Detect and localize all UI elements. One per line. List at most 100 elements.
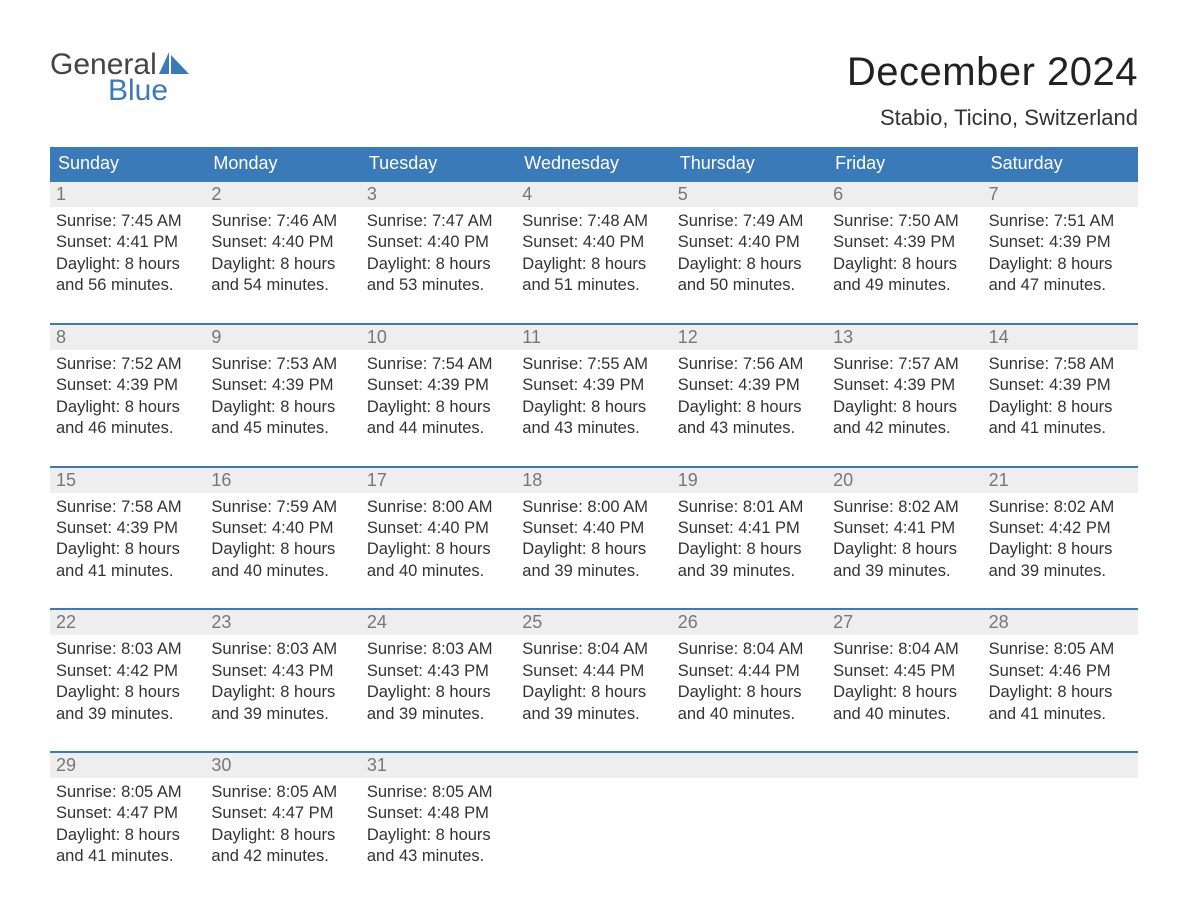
daylight-line: Daylight: 8 hours and 56 minutes. (56, 254, 199, 297)
sunset-label: Sunset: (56, 662, 112, 680)
sunset-value: 4:48 PM (427, 804, 488, 822)
sunset-line: Sunset: 4:39 PM (367, 375, 510, 396)
daylight-line: Daylight: 8 hours and 41 minutes. (56, 825, 199, 868)
sunrise-value: 7:59 AM (277, 498, 338, 516)
daylight-line: Daylight: 8 hours and 39 minutes. (678, 539, 821, 582)
sunrise-value: 8:05 AM (432, 783, 493, 801)
sunrise-value: 7:48 AM (587, 212, 648, 230)
day-cell: Sunrise: 7:48 AMSunset: 4:40 PMDaylight:… (516, 207, 671, 305)
sunrise-line: Sunrise: 7:56 AM (678, 354, 821, 375)
sunset-label: Sunset: (678, 662, 734, 680)
sunset-value: 4:47 PM (272, 804, 333, 822)
sunset-line: Sunset: 4:40 PM (367, 232, 510, 253)
sunset-label: Sunset: (833, 233, 889, 251)
sunrise-value: 7:53 AM (277, 355, 338, 373)
sunset-label: Sunset: (367, 233, 423, 251)
daylight-line: Daylight: 8 hours and 42 minutes. (211, 825, 354, 868)
sunset-label: Sunset: (56, 519, 112, 537)
sunrise-line: Sunrise: 7:49 AM (678, 211, 821, 232)
sunset-label: Sunset: (989, 376, 1045, 394)
daylight-line: Daylight: 8 hours and 42 minutes. (833, 397, 976, 440)
sunrise-value: 8:04 AM (898, 640, 959, 658)
daynum-row: 1234567 (50, 182, 1138, 207)
sunrise-value: 7:56 AM (743, 355, 804, 373)
title-block: December 2024 Stabio, Ticino, Switzerlan… (847, 50, 1138, 131)
sunrise-line: Sunrise: 7:52 AM (56, 354, 199, 375)
daylight-label: Daylight: (678, 540, 742, 558)
sunset-label: Sunset: (211, 662, 267, 680)
sunrise-label: Sunrise: (211, 498, 272, 516)
calendar-week: 891011121314Sunrise: 7:52 AMSunset: 4:39… (50, 323, 1138, 448)
sunrise-line: Sunrise: 8:05 AM (211, 782, 354, 803)
sunrise-label: Sunrise: (833, 355, 894, 373)
sunrise-label: Sunrise: (56, 498, 117, 516)
sunrise-value: 8:00 AM (432, 498, 493, 516)
sunset-label: Sunset: (211, 804, 267, 822)
sunrise-line: Sunrise: 7:58 AM (989, 354, 1132, 375)
sunset-line: Sunset: 4:39 PM (56, 518, 199, 539)
sunset-value: 4:46 PM (1049, 662, 1110, 680)
sunrise-label: Sunrise: (989, 355, 1050, 373)
sunrise-label: Sunrise: (522, 640, 583, 658)
sunrise-line: Sunrise: 8:04 AM (678, 639, 821, 660)
daylight-line: Daylight: 8 hours and 51 minutes. (522, 254, 665, 297)
daylight-label: Daylight: (367, 683, 431, 701)
sunrise-label: Sunrise: (211, 212, 272, 230)
calendar-week: 1234567Sunrise: 7:45 AMSunset: 4:41 PMDa… (50, 180, 1138, 305)
sunrise-label: Sunrise: (56, 783, 117, 801)
sunrise-label: Sunrise: (211, 355, 272, 373)
day-cell: Sunrise: 7:50 AMSunset: 4:39 PMDaylight:… (827, 207, 982, 305)
sunset-line: Sunset: 4:39 PM (833, 232, 976, 253)
sunset-line: Sunset: 4:42 PM (989, 518, 1132, 539)
sunrise-line: Sunrise: 7:48 AM (522, 211, 665, 232)
sunset-label: Sunset: (211, 233, 267, 251)
sunrise-label: Sunrise: (833, 498, 894, 516)
daylight-label: Daylight: (367, 826, 431, 844)
daylight-label: Daylight: (56, 255, 120, 273)
day-number: 23 (205, 610, 360, 635)
sunset-line: Sunset: 4:39 PM (211, 375, 354, 396)
sunrise-value: 7:46 AM (277, 212, 338, 230)
sunrise-label: Sunrise: (833, 640, 894, 658)
sunrise-value: 7:45 AM (121, 212, 182, 230)
sunrise-value: 8:03 AM (277, 640, 338, 658)
daylight-label: Daylight: (522, 398, 586, 416)
sunset-value: 4:39 PM (894, 233, 955, 251)
day-number: 24 (361, 610, 516, 635)
day-number: 13 (827, 325, 982, 350)
sunrise-line: Sunrise: 7:54 AM (367, 354, 510, 375)
sunset-line: Sunset: 4:42 PM (56, 661, 199, 682)
sunrise-line: Sunrise: 8:05 AM (989, 639, 1132, 660)
day-cell: Sunrise: 8:03 AMSunset: 4:43 PMDaylight:… (361, 635, 516, 733)
daylight-label: Daylight: (367, 398, 431, 416)
sunrise-line: Sunrise: 7:45 AM (56, 211, 199, 232)
calendar: SundayMondayTuesdayWednesdayThursdayFrid… (50, 147, 1138, 876)
sunrise-value: 7:50 AM (898, 212, 959, 230)
sunrise-label: Sunrise: (367, 640, 428, 658)
sunset-value: 4:45 PM (894, 662, 955, 680)
day-cell: Sunrise: 8:01 AMSunset: 4:41 PMDaylight:… (672, 493, 827, 591)
daylight-label: Daylight: (678, 255, 742, 273)
sunset-label: Sunset: (833, 376, 889, 394)
sunrise-line: Sunrise: 8:04 AM (833, 639, 976, 660)
sunrise-label: Sunrise: (678, 355, 739, 373)
day-number: 14 (983, 325, 1138, 350)
day-number: 21 (983, 468, 1138, 493)
day-number: 12 (672, 325, 827, 350)
sunrise-line: Sunrise: 8:00 AM (522, 497, 665, 518)
sunset-value: 4:40 PM (738, 233, 799, 251)
daynum-row: 293031 (50, 753, 1138, 778)
sunrise-label: Sunrise: (367, 212, 428, 230)
sunset-line: Sunset: 4:40 PM (522, 232, 665, 253)
sunset-line: Sunset: 4:39 PM (522, 375, 665, 396)
day-number: 18 (516, 468, 671, 493)
daylight-label: Daylight: (833, 255, 897, 273)
daylight-line: Daylight: 8 hours and 43 minutes. (678, 397, 821, 440)
sunrise-value: 8:05 AM (277, 783, 338, 801)
daylight-label: Daylight: (989, 540, 1053, 558)
day-number: 6 (827, 182, 982, 207)
day-cell: Sunrise: 7:49 AMSunset: 4:40 PMDaylight:… (672, 207, 827, 305)
sunrise-value: 7:52 AM (121, 355, 182, 373)
sunrise-line: Sunrise: 8:01 AM (678, 497, 821, 518)
daylight-label: Daylight: (211, 540, 275, 558)
